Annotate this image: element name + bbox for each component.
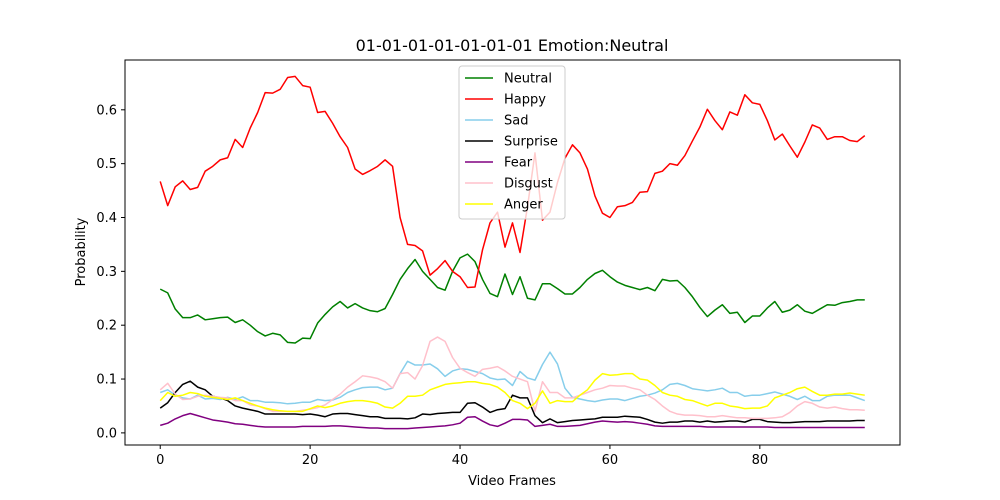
legend-label-happy: Happy (504, 93, 546, 108)
y-tick-label: 0.0 (96, 426, 117, 441)
legend-label-neutral: Neutral (504, 72, 552, 87)
y-tick-label: 0.1 (96, 373, 117, 388)
chart-title: 01-01-01-01-01-01-01 Emotion:Neutral (356, 36, 669, 55)
y-axis: 0.0 0.1 0.2 0.3 0.4 0.5 0.6 (96, 103, 125, 441)
plot-area (159, 75, 866, 430)
series-line-surprise (159, 380, 865, 424)
y-tick-label: 0.4 (96, 211, 117, 226)
legend-box (458, 65, 566, 220)
y-tick-label: 0.2 (96, 319, 117, 334)
y-tick-label: 0.6 (96, 103, 117, 118)
y-tick-label: 0.3 (96, 265, 117, 280)
x-axis: 0 20 40 60 80 (156, 445, 768, 468)
series-line-neutral (159, 253, 865, 344)
legend-label-surprise: Surprise (504, 135, 558, 150)
legend: Neutral Happy Sad Surprise Fear Disgust Anger (458, 65, 566, 220)
x-axis-label: Video Frames (468, 474, 556, 489)
x-tick-label: 20 (302, 453, 319, 468)
plot-frame (124, 59, 901, 446)
y-axis-label: Probability (74, 217, 89, 286)
x-tick-label: 60 (602, 453, 619, 468)
series-line-disgust (159, 336, 865, 420)
legend-label-sad: Sad (504, 114, 528, 129)
x-tick-label: 80 (752, 453, 769, 468)
series-line-happy (159, 75, 866, 289)
legend-label-fear: Fear (504, 156, 533, 171)
x-tick-label: 40 (452, 453, 469, 468)
legend-label-disgust: Disgust (504, 177, 553, 192)
x-tick-label: 0 (156, 453, 164, 468)
legend-label-anger: Anger (504, 198, 543, 213)
series-line-anger (159, 372, 865, 413)
series-line-sad (159, 351, 866, 405)
y-tick-label: 0.5 (96, 157, 117, 172)
series-line-fear (160, 412, 865, 430)
